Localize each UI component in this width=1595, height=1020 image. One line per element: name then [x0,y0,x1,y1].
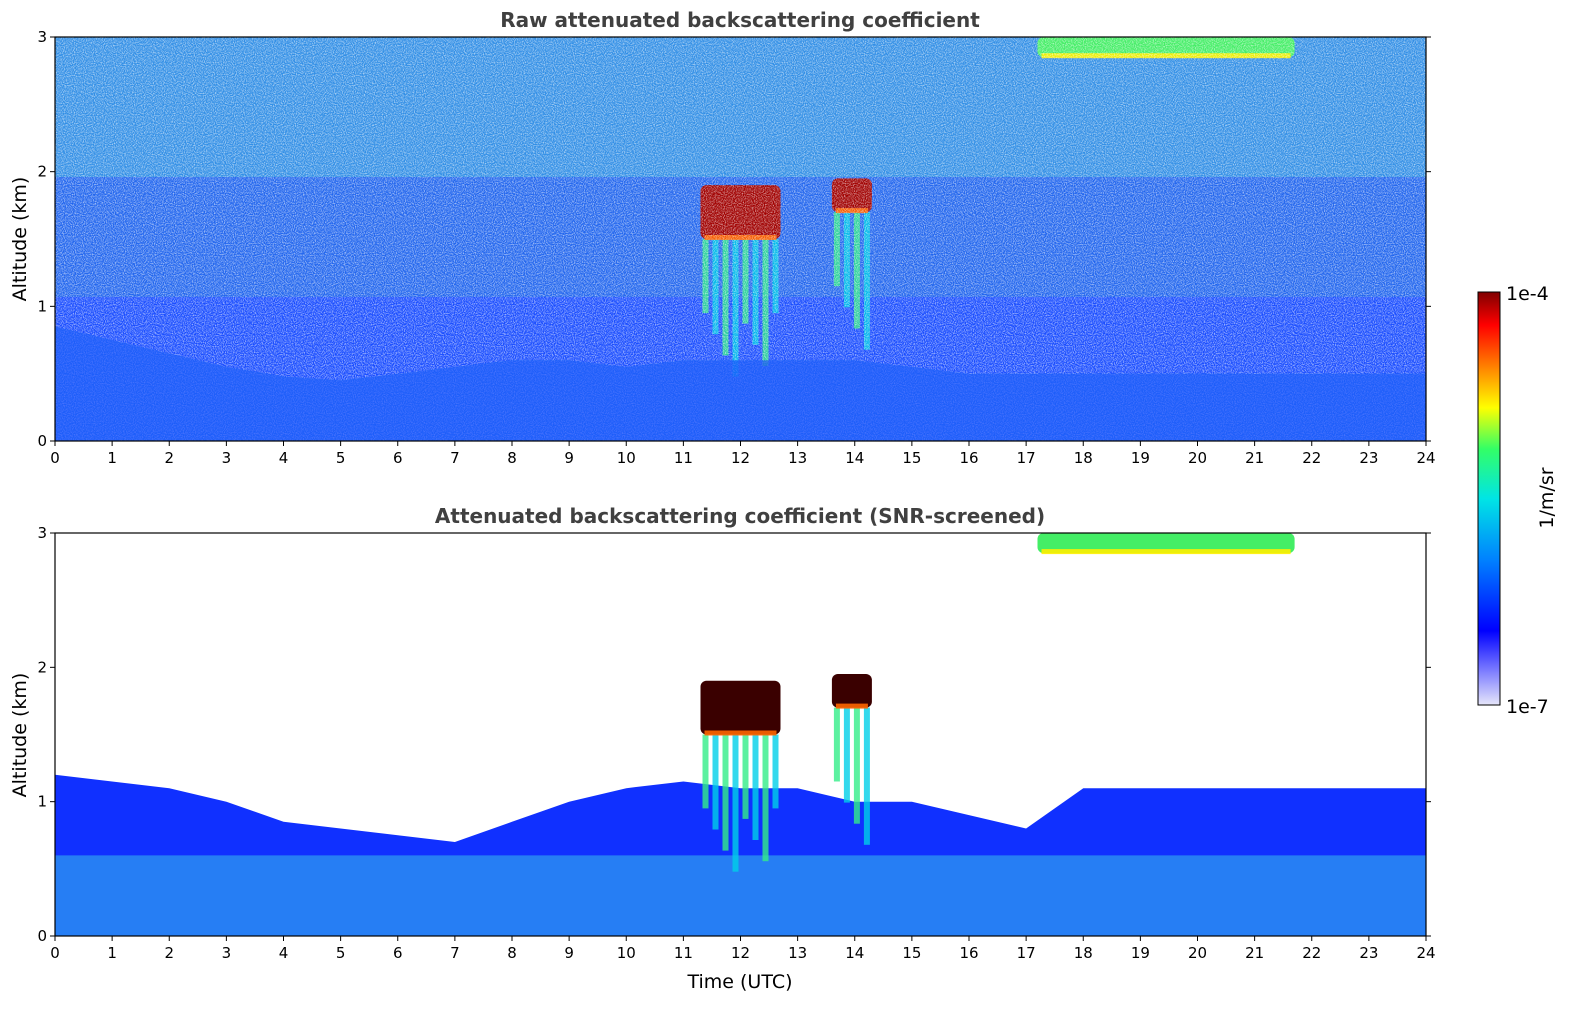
boundary-layer-base [55,326,1426,441]
x-tick-label: 1 [107,944,117,962]
heatmap-raw [55,37,1426,441]
cloud-streak [732,734,739,872]
x-tick-label: 14 [845,944,864,962]
cloud-streak [843,707,850,803]
x-tick-label: 20 [1188,449,1207,467]
cloud-streak [712,734,719,830]
y-tick-label: 0 [37,432,47,450]
chart-title-raw: Raw attenuated backscattering coefficien… [500,8,980,32]
cloud [700,680,781,735]
x-tick-label: 17 [1017,944,1036,962]
y-axis-label: Altitude (km) [9,673,31,798]
chart-title-snr: Attenuated backscattering coefficient (S… [435,504,1045,528]
x-tick-label: 13 [788,944,807,962]
x-tick-label: 3 [222,944,232,962]
x-tick-label: 3 [222,449,232,467]
x-tick-label: 22 [1302,449,1321,467]
cloud-streak [742,734,749,819]
colorbar: 1e-4 1e-7 1/m/sr [1477,283,1558,718]
cloud [1037,533,1295,554]
chart-snr: Attenuated backscattering coefficient (S… [9,504,1436,993]
x-tick-label: 17 [1017,449,1036,467]
x-tick-label: 8 [507,944,517,962]
boundary-layer-core [55,855,1426,936]
cloud-streak [702,734,709,809]
x-tick-label: 2 [164,944,174,962]
x-tick-label: 2 [164,449,174,467]
x-tick-label: 6 [393,449,403,467]
x-tick-label: 24 [1416,449,1435,467]
x-tick-label: 16 [959,449,978,467]
cloud-features [700,533,1295,872]
x-tick-label: 4 [279,449,289,467]
cloud-streak [772,734,779,809]
y-tick-label: 3 [37,28,47,46]
x-tick-label: 6 [393,944,403,962]
colorbar-unit-label: 1/m/sr [1536,467,1558,528]
x-tick-label: 8 [507,449,517,467]
x-tick-label: 0 [50,944,60,962]
cloud-streak [863,707,870,845]
cloud-edge [835,703,868,709]
y-axis-label: Altitude (km) [9,177,31,302]
colorbar-max-label: 1e-4 [1506,283,1549,305]
cloud-streak [853,707,860,824]
x-tick-label: 18 [1074,449,1093,467]
y-tick-label: 0 [37,927,47,945]
x-tick-label: 9 [564,449,574,467]
x-tick-label: 20 [1188,944,1207,962]
x-tick-label: 23 [1359,449,1378,467]
x-tick-label: 0 [50,449,60,467]
x-tick-label: 23 [1359,944,1378,962]
x-tick-label: 24 [1416,944,1435,962]
cloud-streak [752,734,759,840]
x-tick-label: 7 [450,944,460,962]
y-axis-ticks: 0 1 2 3 [37,28,1431,450]
y-tick-label: 2 [37,163,47,181]
x-tick-label: 1 [107,449,117,467]
x-tick-label: 19 [1131,449,1150,467]
x-tick-label: 10 [617,944,636,962]
cloud-streak [762,734,769,862]
y-axis-ticks: 0 1 2 3 [37,524,1431,945]
chart-raw: Raw attenuated backscattering coefficien… [9,8,1436,467]
colorbar-gradient [1477,291,1501,706]
x-tick-label: 7 [450,449,460,467]
x-tick-label: 18 [1074,944,1093,962]
x-axis-label: Time (UTC) [686,971,792,993]
x-tick-label: 19 [1131,944,1150,962]
cloud-edge [704,730,777,736]
colorbar-min-label: 1e-7 [1506,696,1549,718]
y-tick-label: 3 [37,524,47,542]
x-tick-label: 12 [731,449,750,467]
x-tick-label: 16 [959,944,978,962]
y-tick-label: 2 [37,658,47,676]
cloud-streak [833,707,840,782]
x-tick-label: 15 [902,449,921,467]
x-tick-label: 15 [902,944,921,962]
cloud-streak [722,734,729,851]
heatmap-snr [55,533,1426,936]
x-axis-ticks: 0 1 2 3 4 5 6 7 8 9 10 11 12 13 14 15 16 17 18 19 20 21 22 23 24 [50,936,1436,962]
cloud [831,674,872,708]
x-tick-label: 4 [279,944,289,962]
x-tick-label: 21 [1245,449,1264,467]
x-tick-label: 21 [1245,944,1264,962]
x-tick-label: 11 [674,449,693,467]
x-axis-ticks: 0 1 2 3 4 5 6 7 8 9 10 11 12 13 14 15 16 17 18 19 20 21 22 23 24 [50,441,1436,467]
x-tick-label: 11 [674,944,693,962]
y-tick-label: 1 [37,793,47,811]
x-tick-label: 14 [845,449,864,467]
x-tick-label: 12 [731,944,750,962]
x-tick-label: 9 [564,944,574,962]
y-tick-label: 1 [37,297,47,315]
x-tick-label: 5 [336,944,346,962]
x-tick-label: 13 [788,449,807,467]
x-tick-label: 22 [1302,944,1321,962]
cloud-edge [1041,549,1291,555]
x-tick-label: 10 [617,449,636,467]
x-tick-label: 5 [336,449,346,467]
